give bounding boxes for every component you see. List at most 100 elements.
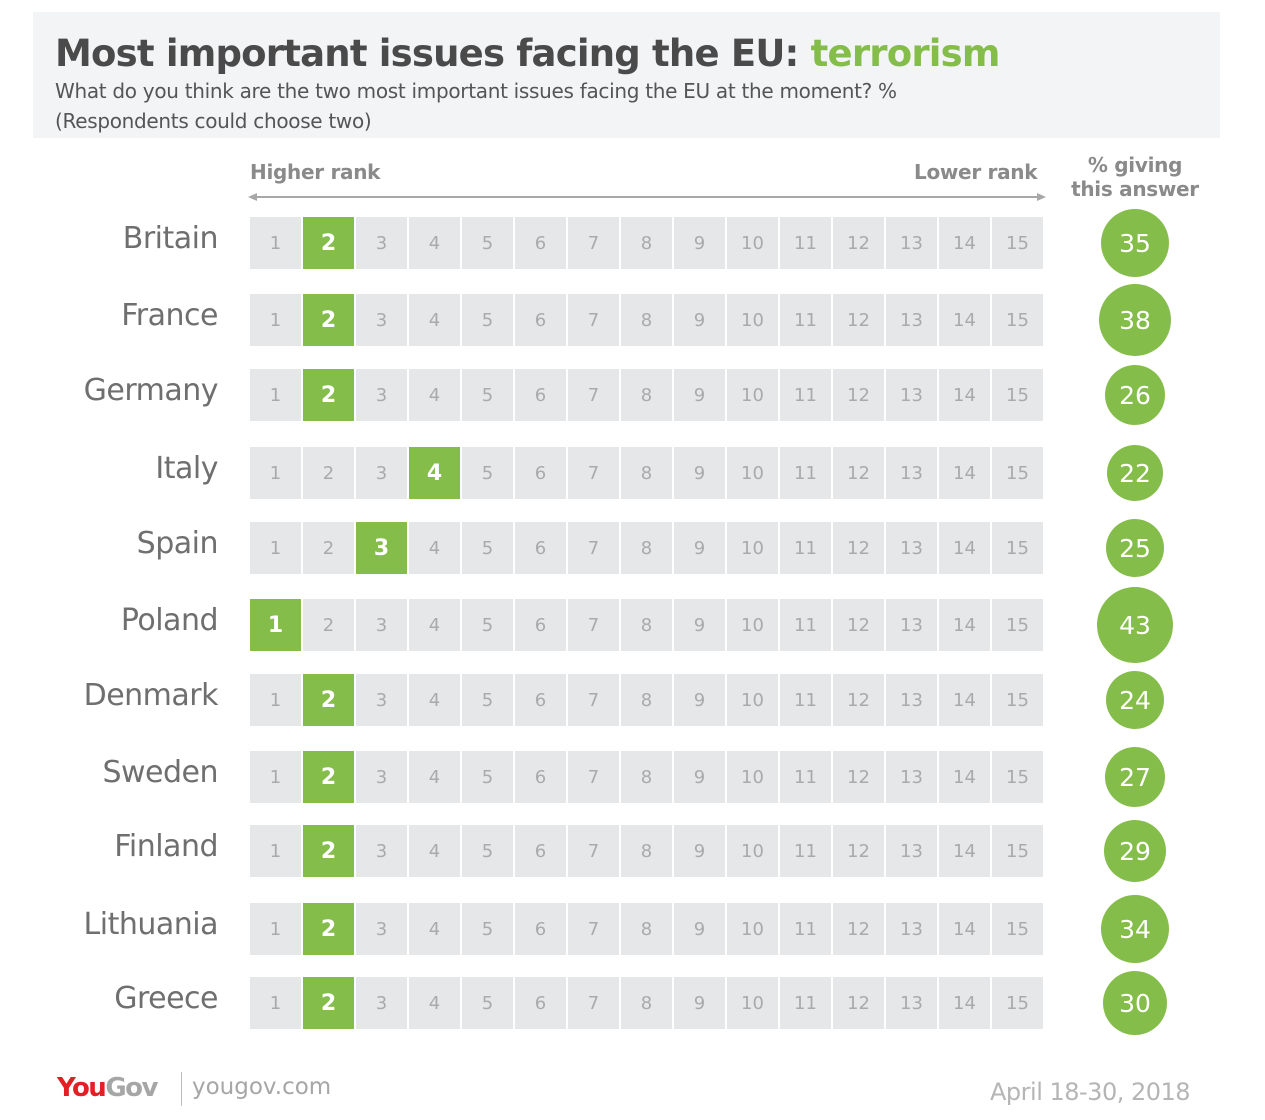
rank-cell: 12 xyxy=(833,977,884,1029)
rank-cell: 6 xyxy=(515,825,566,877)
rank-cell: 4 xyxy=(409,217,460,269)
rank-cell: 6 xyxy=(515,447,566,499)
rank-cell: 12 xyxy=(833,825,884,877)
rank-cell: 5 xyxy=(462,977,513,1029)
rank-cells: 1 2 3 4 5 6 7 8 9 10 11 12 13 14 15 xyxy=(250,751,1043,803)
rank-cell: 7 xyxy=(568,599,619,651)
rank-cell: 10 xyxy=(727,903,778,955)
rank-cell: 2 xyxy=(303,522,354,574)
rank-cells: 1 2 3 4 5 6 7 8 9 10 11 12 13 14 15 xyxy=(250,294,1043,346)
footer-divider xyxy=(181,1072,182,1106)
rank-cell: 15 xyxy=(992,522,1043,574)
arrow-left-head-icon xyxy=(248,193,257,201)
table-row: Britain 1 2 3 4 5 6 7 8 9 10 11 12 13 14 15 xyxy=(0,217,1265,269)
rank-cell: 10 xyxy=(727,369,778,421)
country-label: Sweden xyxy=(102,755,218,790)
rank-cell: 8 xyxy=(621,751,672,803)
country-label: Poland xyxy=(120,603,219,638)
rank-cells: 1 2 3 4 5 6 7 8 9 10 11 12 13 14 15 xyxy=(250,447,1043,499)
percent-bubble: 22 xyxy=(1107,445,1163,501)
rank-cell: 7 xyxy=(568,447,619,499)
rank-cell: 6 xyxy=(515,977,566,1029)
percent-bubble: 35 xyxy=(1101,209,1169,277)
rank-cell: 13 xyxy=(886,369,937,421)
rank-cell: 12 xyxy=(833,751,884,803)
rank-cell: 4 xyxy=(409,599,460,651)
rank-cell: 13 xyxy=(886,903,937,955)
rank-cell: 6 xyxy=(515,599,566,651)
percent-bubble: 26 xyxy=(1105,365,1165,425)
table-row: Poland 1 2 3 4 5 6 7 8 9 10 11 12 13 14 15 xyxy=(0,599,1265,651)
country-label: Lithuania xyxy=(83,907,219,942)
chart-header: Most important issues facing the EU: ter… xyxy=(33,12,1220,138)
rank-cell: 14 xyxy=(939,751,990,803)
rank-cell: 9 xyxy=(674,674,725,726)
rank-cell: 13 xyxy=(886,447,937,499)
rank-cell: 11 xyxy=(780,599,831,651)
rank-cell: 8 xyxy=(621,903,672,955)
rank-cell: 10 xyxy=(727,674,778,726)
rank-cell: 8 xyxy=(621,674,672,726)
rank-cell: 2 xyxy=(303,447,354,499)
rank-cell: 8 xyxy=(621,522,672,574)
rank-cells: 1 2 3 4 5 6 7 8 9 10 11 12 13 14 15 xyxy=(250,825,1043,877)
rank-cell-highlighted: 2 xyxy=(303,294,354,346)
rank-cell: 8 xyxy=(621,599,672,651)
rank-cell: 3 xyxy=(356,674,407,726)
rank-cell: 3 xyxy=(356,825,407,877)
rank-cell: 8 xyxy=(621,825,672,877)
rank-cell: 15 xyxy=(992,369,1043,421)
table-row: Greece 1 2 3 4 5 6 7 8 9 10 11 12 13 14 15 xyxy=(0,977,1265,1029)
rank-cell-highlighted: 2 xyxy=(303,674,354,726)
rank-cell: 13 xyxy=(886,522,937,574)
table-row: Germany 1 2 3 4 5 6 7 8 9 10 11 12 13 14 15 xyxy=(0,369,1265,421)
country-label: Denmark xyxy=(83,678,219,713)
chart-subtitle: What do you think are the two most impor… xyxy=(55,76,897,136)
rank-cell: 11 xyxy=(780,217,831,269)
rank-cell: 7 xyxy=(568,369,619,421)
rank-cell: 14 xyxy=(939,599,990,651)
rank-cell: 13 xyxy=(886,977,937,1029)
percent-column-header: % giving this answer xyxy=(1060,153,1210,201)
rank-cells: 1 2 3 4 5 6 7 8 9 10 11 12 13 14 15 xyxy=(250,977,1043,1029)
rank-cell: 13 xyxy=(886,217,937,269)
rank-cell: 10 xyxy=(727,522,778,574)
rank-cell: 14 xyxy=(939,825,990,877)
percent-bubble: 29 xyxy=(1104,820,1166,882)
arrow-right-head-icon xyxy=(1037,193,1046,201)
rank-cell: 14 xyxy=(939,294,990,346)
rank-cell: 4 xyxy=(409,977,460,1029)
rank-cell: 14 xyxy=(939,217,990,269)
rank-cell: 10 xyxy=(727,599,778,651)
rank-cell: 9 xyxy=(674,294,725,346)
rank-cell: 13 xyxy=(886,599,937,651)
rank-cell-highlighted: 1 xyxy=(250,599,301,651)
rank-cell: 5 xyxy=(462,217,513,269)
logo-you: You xyxy=(57,1073,107,1103)
rank-cell: 7 xyxy=(568,977,619,1029)
rank-cell: 7 xyxy=(568,217,619,269)
rank-cell-highlighted: 2 xyxy=(303,825,354,877)
rank-cell: 1 xyxy=(250,294,301,346)
rank-cell: 9 xyxy=(674,522,725,574)
rank-cell: 3 xyxy=(356,294,407,346)
rank-cell: 6 xyxy=(515,903,566,955)
rank-cell: 14 xyxy=(939,903,990,955)
rank-cell: 5 xyxy=(462,825,513,877)
rank-cell: 12 xyxy=(833,522,884,574)
percent-bubble: 38 xyxy=(1099,284,1171,356)
rank-cell: 6 xyxy=(515,369,566,421)
footer-url[interactable]: yougov.com xyxy=(192,1074,332,1100)
table-row: Lithuania 1 2 3 4 5 6 7 8 9 10 11 12 13 14 15 xyxy=(0,903,1265,955)
rank-cell: 1 xyxy=(250,751,301,803)
rank-cell: 6 xyxy=(515,674,566,726)
rank-cell: 15 xyxy=(992,751,1043,803)
rank-cell: 10 xyxy=(727,977,778,1029)
rank-cell: 12 xyxy=(833,217,884,269)
rank-cell: 3 xyxy=(356,217,407,269)
rank-cell: 14 xyxy=(939,369,990,421)
rank-cell: 5 xyxy=(462,674,513,726)
rank-cell: 15 xyxy=(992,217,1043,269)
title-main: Most important issues facing the EU: xyxy=(55,32,811,75)
rank-cell: 5 xyxy=(462,294,513,346)
